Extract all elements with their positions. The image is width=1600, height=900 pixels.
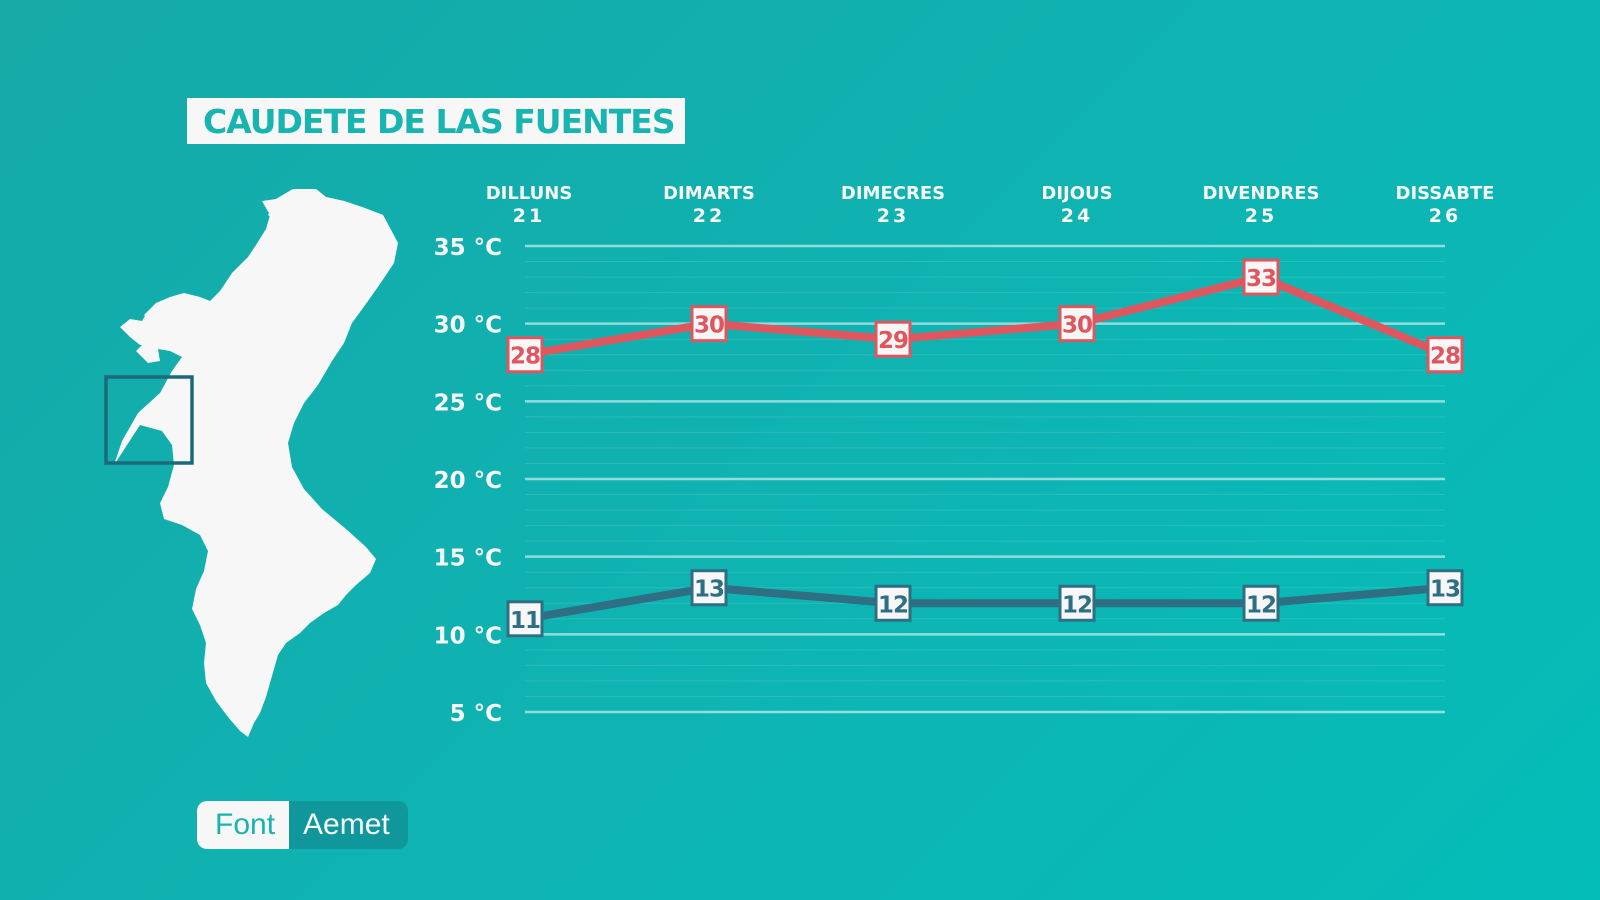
min-temp-data-label: 12: [1246, 592, 1276, 618]
x-tick-label-day: DIVENDRES: [1203, 183, 1320, 204]
x-tick-label-day: DIMECRES: [841, 183, 945, 204]
max-temp-data-point: [690, 305, 728, 343]
max-temp-data-label: 29: [878, 328, 908, 354]
min-temp-data-label: 12: [1062, 592, 1092, 618]
source-badge: Font Aemet: [197, 801, 408, 849]
min-temp-series-line: [521, 583, 1449, 623]
y-tick-label: 30 °C: [434, 313, 502, 339]
min-temp-data-point: [1426, 569, 1464, 607]
x-tick-label-date: 26: [1429, 205, 1461, 227]
min-temp-data-label: 11: [510, 608, 540, 634]
y-tick-label: 5 °C: [450, 701, 502, 727]
min-temp-data-point: [1058, 584, 1096, 622]
y-tick-label: 20 °C: [434, 468, 502, 494]
max-temp-data-point: [1058, 305, 1096, 343]
max-temp-data-label: 28: [510, 344, 540, 370]
x-tick-label-day: DISSABTE: [1396, 183, 1495, 204]
y-tick-label: 15 °C: [434, 546, 502, 572]
valencia-region-map-icon: [104, 189, 398, 737]
min-temp-data-label: 13: [694, 577, 724, 603]
region-enclave: [120, 311, 176, 345]
title-banner: CAUDETE DE LAS FUENTES: [187, 98, 685, 144]
page-title: CAUDETE DE LAS FUENTES: [203, 101, 676, 141]
y-tick-label: 10 °C: [434, 623, 502, 649]
x-tick-label-day: DILLUNS: [486, 183, 573, 204]
max-temp-series-line: [521, 273, 1449, 359]
x-tick-label-day: DIJOUS: [1041, 183, 1112, 204]
x-tick-label-date: 24: [1061, 205, 1093, 227]
max-temp-data-point: [874, 320, 912, 358]
x-tick-label-day: DIMARTS: [663, 183, 755, 204]
min-temp-data-label: 13: [1430, 577, 1460, 603]
min-temp-data-point: [690, 569, 728, 607]
max-temp-data-label: 33: [1246, 266, 1276, 292]
max-temp-data-label: 30: [1062, 313, 1092, 339]
min-temp-data-point: [874, 584, 912, 622]
source-label: Font: [197, 801, 290, 849]
x-tick-label-date: 21: [513, 205, 545, 227]
region-shape: [114, 189, 398, 737]
x-tick-label-date: 23: [877, 205, 909, 227]
region-shape-north: [268, 189, 398, 245]
max-temp-data-point: [1242, 258, 1280, 296]
max-temp-data-label: 28: [1430, 344, 1460, 370]
min-temp-data-label: 12: [878, 592, 908, 618]
x-tick-label-date: 25: [1245, 205, 1277, 227]
min-temp-data-point: [506, 600, 544, 638]
max-temp-data-point: [506, 336, 544, 374]
x-tick-label-date: 22: [693, 205, 725, 227]
max-temp-data-point: [1426, 336, 1464, 374]
max-temp-data-label: 30: [694, 313, 724, 339]
y-tick-label: 35 °C: [434, 235, 502, 261]
min-temp-data-point: [1242, 584, 1280, 622]
locator-box: [104, 375, 194, 465]
source-value: Aemet: [289, 801, 408, 849]
y-tick-label: 25 °C: [434, 390, 502, 416]
